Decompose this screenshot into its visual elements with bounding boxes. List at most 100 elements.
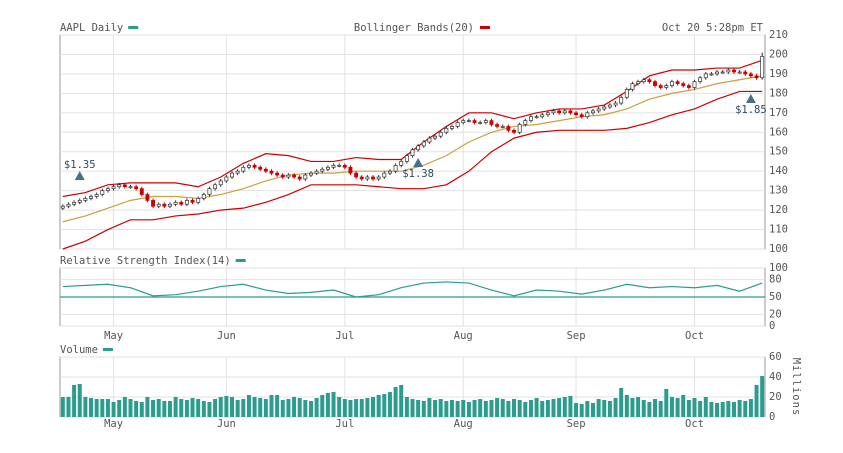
volume-bar [173, 397, 178, 417]
x-tick-label: Oct [685, 418, 704, 430]
legend-swatch [128, 26, 139, 29]
volume-bar [557, 398, 562, 417]
indicator-label: Bollinger Bands(20) [354, 22, 474, 34]
volume-bar [449, 400, 454, 417]
volume-bar [387, 392, 392, 417]
y-tick-label: 180 [769, 87, 788, 99]
candle-body [410, 149, 415, 156]
dividend-marker [74, 171, 85, 180]
volume-bar [230, 397, 235, 417]
volume-bar [156, 399, 161, 417]
y-tick-label: 100 [769, 262, 788, 274]
volume-bar [698, 401, 703, 417]
volume-bar [489, 400, 494, 417]
x-tick-label: May [104, 418, 123, 430]
candle-body [506, 126, 511, 131]
candle-body [427, 137, 432, 143]
y-tick-label: 0 [769, 320, 775, 332]
candle-body [230, 172, 234, 178]
candle-body [455, 122, 460, 127]
candle-body [105, 188, 110, 191]
y-tick-label: 0 [769, 411, 775, 423]
candle-body [173, 201, 178, 205]
candle-body [292, 174, 297, 178]
volume-bar [111, 402, 116, 417]
y-tick-label: 200 [769, 48, 788, 60]
volume-bar [184, 400, 189, 417]
candle-body [607, 104, 612, 108]
candle-body [145, 194, 150, 201]
candle-body [472, 120, 477, 123]
volume-bar [562, 397, 567, 417]
candle-body [371, 176, 375, 180]
candle-body [139, 188, 144, 195]
candle-body [726, 69, 731, 73]
volume-bar [455, 401, 460, 417]
candle-body [337, 164, 342, 167]
candle-body [263, 168, 268, 172]
candle-body [534, 116, 539, 119]
candle-body [354, 172, 359, 178]
volume-bar [495, 398, 500, 417]
volume-bar [337, 397, 342, 417]
candle-body [709, 73, 714, 76]
candle-body [359, 176, 364, 180]
candle-body [100, 190, 105, 195]
x-tick-label: Jun [217, 330, 236, 342]
volume-bar [280, 400, 285, 417]
x-tick-label: Aug [454, 418, 473, 430]
candle-body [134, 186, 139, 190]
volume-bar [100, 399, 105, 417]
candle-body [376, 176, 381, 180]
candle-body [190, 200, 195, 203]
volume-bar [89, 398, 94, 417]
candle-body [258, 166, 263, 170]
volume-bar [190, 398, 195, 417]
legend-swatch [235, 259, 246, 262]
volume-bar [292, 397, 297, 417]
volume-bar [624, 395, 629, 417]
panel [59, 34, 766, 250]
volume-bar [686, 400, 691, 417]
y-tick-label: 140 [769, 165, 788, 177]
volume-bar [207, 402, 212, 417]
indicator-line [62, 281, 763, 298]
dividend-label: $1.85 [735, 104, 767, 116]
volume-bar [252, 397, 257, 417]
volume-bar [342, 399, 347, 417]
candle-body [404, 155, 409, 162]
volume-bar [77, 384, 82, 417]
candle-body [421, 141, 426, 147]
candle-body [151, 200, 156, 207]
volume-bar [540, 401, 545, 417]
volume-bar [297, 398, 302, 417]
volume-bar [308, 401, 313, 417]
candle-body [551, 110, 556, 114]
volume-bar [709, 402, 714, 417]
candle-body [156, 203, 161, 207]
dividend-marker [745, 94, 756, 103]
volume-bar [647, 402, 652, 417]
candle-body [641, 79, 646, 83]
volume-bar [596, 399, 601, 417]
candle-body [94, 194, 99, 197]
candle-body [348, 166, 353, 174]
x-tick-label: May [104, 330, 123, 342]
candle-body [314, 170, 319, 174]
candle-body [66, 203, 71, 207]
volume-bar [320, 395, 325, 417]
candle-body [286, 174, 291, 178]
candle-body [591, 110, 595, 114]
x-tick-label: Jun [217, 418, 236, 430]
legend-swatch [102, 348, 113, 351]
candle-body [269, 170, 274, 174]
candle-body [280, 174, 285, 178]
candle-body [365, 176, 370, 180]
candle-body [461, 120, 466, 123]
volume-bar [263, 399, 268, 417]
candle-body [122, 184, 127, 188]
volume-bar [376, 395, 381, 417]
volume-bar [201, 401, 206, 417]
candle-body [72, 201, 77, 205]
candle-body [450, 126, 454, 129]
